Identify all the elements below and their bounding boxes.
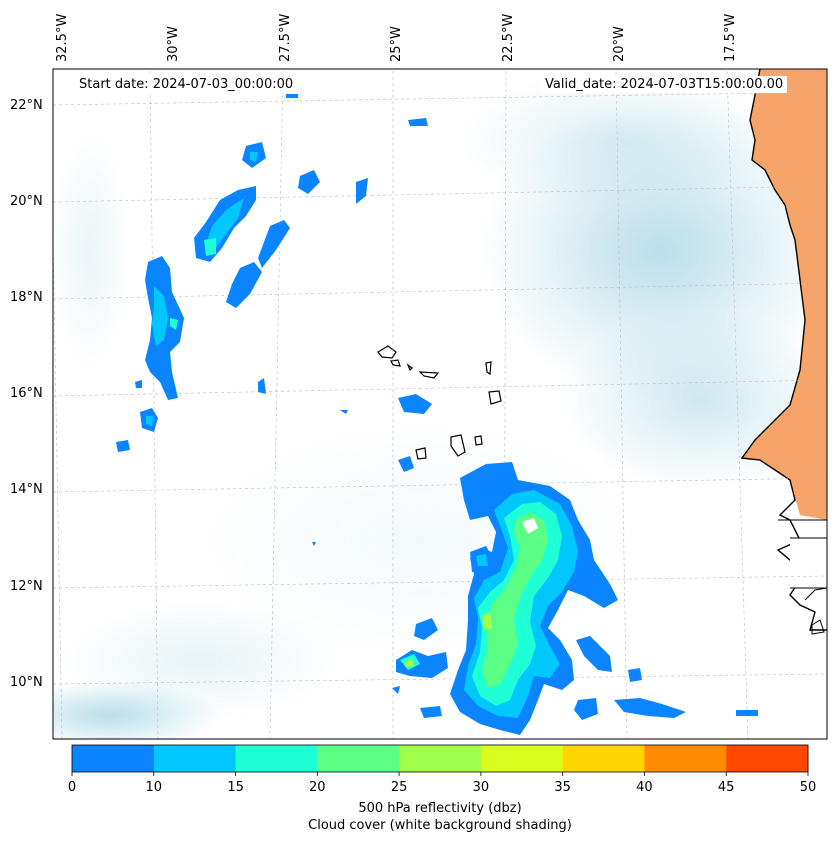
colorbar-segment [235, 745, 318, 772]
colorbar-tick-label: 15 [227, 780, 244, 795]
colorbar-tick-label: 45 [717, 780, 735, 795]
lon-label: 22.5°W [501, 13, 516, 62]
reflectivity-cell [116, 256, 184, 452]
colorbar-tick-label: 50 [799, 780, 817, 795]
longitude-gridline [149, 69, 159, 739]
start-date-label: Start date: 2024-07-03_00:00:00 [75, 76, 298, 93]
lon-label: 25°W [389, 26, 404, 62]
lat-label: 10°N [10, 675, 43, 690]
colorbar-subtitle: Cloud cover (white background shading) [308, 818, 572, 833]
colorbar-tick-label: 20 [309, 780, 326, 795]
map-area [53, 69, 827, 739]
gridlines [53, 69, 827, 739]
colorbar-title: 500 hPa reflectivity (dbz) [358, 801, 522, 816]
colorbar-segment [399, 745, 482, 772]
colorbar-tick-label: 10 [145, 780, 163, 795]
lon-label: 17.5°W [723, 13, 738, 62]
colorbar-tick-label: 30 [472, 780, 490, 795]
lat-label: 14°N [10, 482, 43, 497]
lon-label: 20°W [612, 26, 627, 62]
lon-label: 30°W [166, 26, 181, 62]
reflectivity-cell [194, 94, 432, 472]
lon-label: 27.5°W [278, 13, 293, 62]
colorbar-tick-label: 40 [636, 780, 653, 795]
longitude-gridline [726, 69, 749, 739]
longitude-gridline [503, 69, 507, 739]
reflectivity-cell [312, 462, 758, 735]
longitude-gridline [269, 69, 284, 739]
colorbar-segment [317, 745, 400, 772]
colorbar-segment [726, 745, 809, 772]
lat-label: 18°N [10, 290, 43, 305]
colorbar-tick-label: 0 [67, 780, 77, 795]
reflectivity-contours [116, 94, 758, 735]
cape-verde-islands [377, 345, 502, 460]
colorbar [71, 744, 809, 776]
longitude-gridline [615, 69, 628, 739]
colorbar-tick-label: 25 [390, 780, 408, 795]
lat-label: 16°N [10, 386, 43, 401]
colorbar-segment [480, 745, 564, 772]
map-frame [52, 68, 828, 740]
valid-date-label: Valid_date: 2024-07-03T15:00:00.00 [541, 76, 788, 93]
colorbar-tick-label: 35 [554, 780, 571, 795]
lat-label: 22°N [10, 98, 43, 113]
colorbar-segment [153, 745, 237, 772]
lat-label: 12°N [10, 579, 43, 594]
colorbar-segment [562, 745, 645, 772]
lon-label: 32.5°W [55, 13, 70, 62]
lat-label: 20°N [10, 194, 43, 209]
colorbar-segment [644, 745, 727, 772]
colorbar-segment [72, 745, 155, 772]
